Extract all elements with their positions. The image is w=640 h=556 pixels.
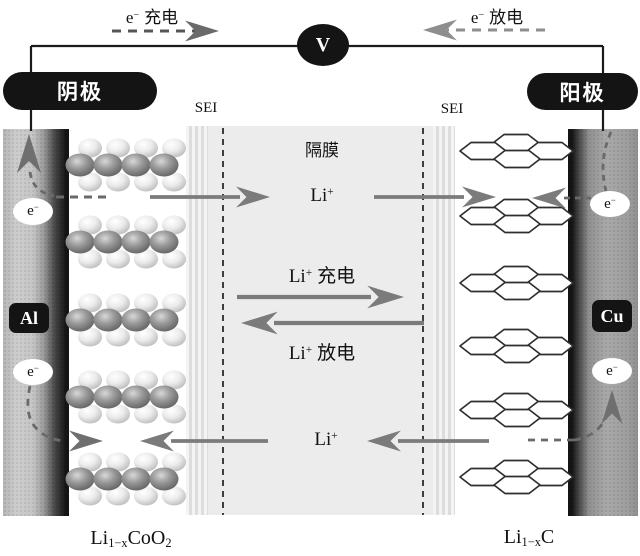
discharge-electron-rest: 放电 — [489, 8, 524, 27]
li-discharge-sup: + — [305, 344, 313, 357]
electron-bubble-anode-bottom: e − — [592, 358, 632, 384]
li-ion-arrow-top — [56, 186, 496, 208]
e1-sup: − — [33, 202, 39, 212]
cathode-electron-up-arrow — [16, 134, 55, 198]
discharge-electron-label: e− 放电 — [471, 3, 523, 28]
li-ion-discharge-arrow — [241, 311, 424, 335]
li-charge-base: Li — [288, 266, 306, 287]
cathode-material-label: Li1−xCoO2 — [90, 527, 171, 550]
cathode-formula-sub1: 1−x — [108, 536, 128, 551]
discharge-electron-base: e — [470, 8, 479, 27]
discharge-electron-sup: − — [478, 9, 485, 21]
li-ion-charge-label: Li+ 充电 — [289, 261, 355, 288]
charge-electron-base: e — [125, 8, 134, 27]
cathode-formula-sub2: 2 — [165, 536, 172, 551]
separator-label: 隔膜 — [305, 136, 339, 161]
li-ion-top-label: Li+ — [310, 185, 333, 207]
anode-material-label: Li1−xC — [504, 526, 555, 549]
li-ion-arrow-bottom — [140, 430, 489, 452]
e3-base: e — [604, 195, 611, 212]
cathode-formula-mid: CoO — [127, 527, 166, 549]
separator-region — [186, 126, 455, 515]
discharge-electron-arrow — [423, 19, 545, 41]
electron-bubble-cathode-top: e − — [13, 198, 53, 225]
cathode-electron-in-arrow — [26, 385, 103, 452]
charge-electron-label: e− 充电 — [126, 3, 178, 28]
al-collector-badge: Al — [9, 303, 49, 333]
li-ion-bottom-label: Li+ — [314, 429, 337, 451]
electron-bubble-cathode-bottom: e − — [13, 359, 53, 385]
li-bottom-sup: + — [331, 430, 338, 443]
li-top-sup: + — [327, 186, 334, 199]
cathode-terminal-label: 阴极 — [57, 81, 103, 104]
electron-bubble-anode-top: e − — [590, 191, 630, 217]
cu-collector-badge: Cu — [592, 300, 632, 332]
anode-electron-in-arrow — [532, 131, 613, 209]
voltmeter-label: V — [315, 33, 331, 56]
cathode-terminal-badge: 阴极 — [3, 72, 157, 110]
licoo2-crystal-clusters — [65, 138, 186, 506]
li-ion-charge-arrow — [237, 285, 404, 309]
li-ion-discharge-label: Li+ 放电 — [289, 338, 355, 365]
anode-electron-out-arrow — [528, 390, 623, 442]
sei-dashed-lines — [222, 128, 424, 515]
e3-sup: − — [610, 194, 616, 205]
e2-base: e — [27, 363, 34, 380]
anode-formula-sub1: 1−x — [521, 535, 541, 550]
sei-right-text: SEI — [440, 101, 464, 117]
li-discharge-base: Li — [288, 343, 306, 364]
separator-text: 隔膜 — [305, 141, 339, 160]
al-label: Al — [20, 307, 38, 328]
cu-label: Cu — [600, 305, 624, 326]
sei-left-text: SEI — [194, 100, 218, 116]
e4-sup: − — [612, 361, 618, 372]
anode-terminal-badge: 阳极 — [527, 73, 638, 110]
anode-formula-pre: Li — [503, 526, 522, 548]
anode-terminal-label: 阳极 — [559, 81, 606, 105]
li-charge-sup: + — [305, 267, 313, 280]
li-top-base: Li — [310, 185, 328, 206]
li-charge-rest: 充电 — [317, 266, 356, 287]
charge-electron-sup: − — [133, 9, 140, 21]
charge-electron-rest: 充电 — [144, 8, 179, 27]
e1-base: e — [27, 203, 34, 219]
anode-formula-mid: C — [540, 526, 555, 548]
li-discharge-rest: 放电 — [317, 343, 356, 364]
sei-layer-right — [433, 126, 455, 515]
cathode-formula-pre: Li — [90, 527, 109, 549]
voltmeter-node: V — [297, 24, 349, 66]
sei-layer-left — [186, 126, 208, 515]
sei-label-right: SEI — [441, 101, 464, 118]
sei-label-left: SEI — [195, 100, 218, 117]
li-bottom-base: Li — [314, 429, 332, 450]
e4-base: e — [606, 362, 613, 379]
charge-electron-arrow — [112, 20, 219, 42]
e2-sup: − — [33, 362, 39, 373]
